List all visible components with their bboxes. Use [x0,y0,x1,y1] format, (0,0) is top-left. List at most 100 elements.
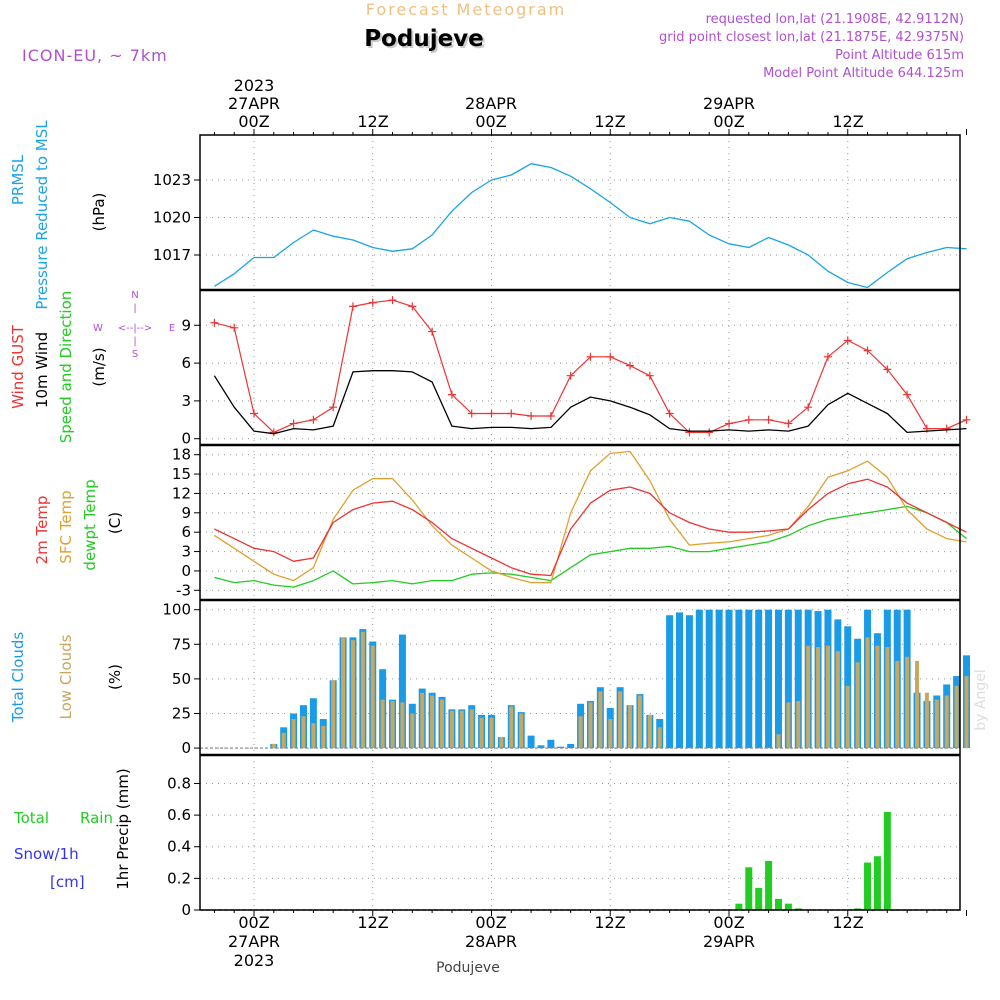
low-clouds-bar [440,699,445,749]
wind-label-unit: (m/s) [90,347,108,386]
total-clouds-bar [567,743,575,749]
low-clouds-bar [588,702,593,749]
low-clouds-bar [271,743,276,749]
rain-bar [765,860,773,910]
compass-s: S [132,349,138,360]
low-clouds-bar [499,737,504,749]
bottom-day-label: 27APR [228,932,280,951]
y-tick-label: 6 [181,523,191,541]
y-tick-label: 100 [162,601,191,619]
wind-panel: 0 3 6 9 [181,290,971,448]
plot-frame [199,134,961,911]
total-clouds-bar [547,739,555,749]
gust-marker [823,352,832,361]
gust-marker [962,415,971,424]
low-clouds-bar [637,695,642,749]
y-tick-label: 9 [181,316,191,334]
total-clouds-bar [735,609,743,749]
y-tick-label: 1017 [153,246,191,264]
low-clouds-bar [964,676,969,749]
sfc-temp-line [214,450,967,584]
low-clouds-bar [370,645,375,749]
y-tick-label: 0 [181,739,191,757]
bottom-hour-label: 00Z [713,913,744,932]
top-hour-label: 12Z [832,112,863,131]
top-hour-label: 12Z [594,112,625,131]
bottom-year: 2023 [234,951,275,970]
low-clouds-bar [816,647,821,749]
bottom-hour-label: 12Z [832,913,863,932]
pressure-label-unit: (hPa) [90,193,108,232]
y-tick-label: 6 [181,354,191,372]
compass-w: W [93,323,103,334]
low-clouds-bar [509,706,514,749]
total-clouds-bar [784,609,792,749]
gust-marker [507,409,516,418]
gust-marker [348,302,357,311]
temp-label-dewpt: dewpt Temp [81,479,99,570]
gust-marker [626,361,635,370]
low-clouds-bar [390,701,395,749]
low-clouds-bar [459,710,464,749]
total-clouds-bar [755,609,763,749]
low-clouds-bar [291,719,296,749]
wind-speed-line [213,370,967,435]
total-clouds-bar [715,609,723,749]
pressure-line [214,163,967,289]
total-clouds-bar [794,609,802,749]
gust-marker [744,415,753,424]
y-tick-label: 0.8 [167,774,191,792]
gust-marker [863,346,872,355]
rain-bar [755,887,763,910]
total-clouds-bar [774,609,782,749]
bottom-hour-label: 00Z [475,913,506,932]
top-day-label: 29APR [703,94,755,113]
y-tick-label: 25 [172,704,191,722]
low-clouds-bar [806,645,811,749]
gust-marker [230,323,239,332]
gust-marker [309,415,318,424]
y-tick-label: 3 [181,543,191,561]
bottom-hour-label: 12Z [594,913,625,932]
low-clouds-bar [380,699,385,749]
low-clouds-bar [410,713,415,749]
low-clouds-bar [321,725,326,749]
low-clouds-bar [430,695,435,749]
low-clouds-bar [954,685,959,749]
pressure-label-desc: Pressure Reduced to MSL [33,120,51,310]
y-tick-label: 0 [181,901,191,919]
clouds-label-total: Total Clouds [9,632,27,724]
low-clouds-bar [281,732,286,749]
temp-2m-line [214,478,967,577]
gust-marker [566,371,575,380]
y-tick-label: 3 [181,392,191,410]
total-clouds-bar [666,615,674,749]
total-clouds-bar [557,746,565,749]
gust-marker [467,409,476,418]
gust-marker [368,298,377,307]
gust-marker [546,412,555,421]
low-clouds-bar [350,640,355,749]
low-clouds-bar [331,680,336,749]
low-clouds-bar [360,631,365,749]
rain-bar [745,867,753,910]
rain-bar [774,898,782,910]
rain-bar [883,811,891,910]
compass-rose: N | W <--|--> E | S [93,290,175,360]
rain-bar [873,856,881,910]
low-clouds-bar [341,637,346,749]
total-clouds-bar [676,612,684,749]
top-day-label: 28APR [465,94,517,113]
y-tick-label: 0 [181,562,191,580]
precip-label-unit: 1hr Precip (mm) [114,768,132,889]
gust-marker [665,409,674,418]
low-clouds-bar [944,695,949,749]
panel-frames [199,129,967,916]
top-year: 2023 [234,76,275,95]
compass-e: E [169,323,175,334]
low-clouds-bar [608,719,613,749]
y-tick-label: -3 [176,581,191,599]
rain-bar [794,908,802,910]
wind-label-10m: 10m Wind [33,332,51,408]
low-clouds-bar [825,645,830,749]
